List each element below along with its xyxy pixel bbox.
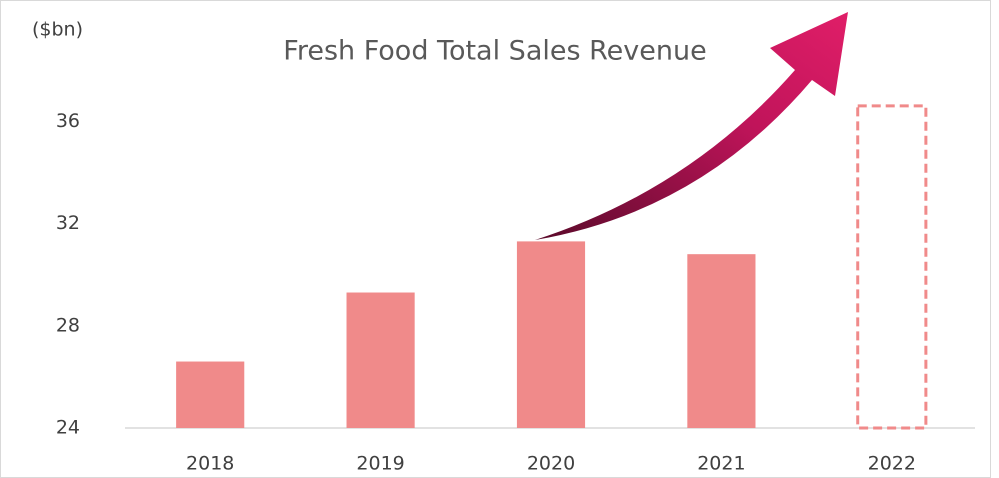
y-tick-label: 24 — [56, 417, 80, 439]
y-tick-label: 28 — [56, 314, 80, 336]
trend-arrow — [535, 12, 848, 240]
projected-bar — [856, 104, 928, 430]
bar — [687, 254, 756, 428]
y-axis-label: ($bn) — [32, 19, 83, 41]
chart-title: Fresh Food Total Sales Revenue — [283, 36, 706, 67]
bar — [516, 241, 586, 428]
y-tick-label: 36 — [56, 110, 80, 132]
x-tick-label: 2022 — [868, 453, 916, 475]
x-tick-label: 2021 — [697, 453, 745, 475]
bar — [176, 361, 245, 428]
x-tick-label: 2018 — [186, 453, 234, 475]
x-tick-label: 2019 — [356, 453, 404, 475]
y-tick-label: 32 — [56, 212, 80, 234]
x-tick-label: 2020 — [527, 453, 575, 475]
bar — [346, 292, 415, 428]
